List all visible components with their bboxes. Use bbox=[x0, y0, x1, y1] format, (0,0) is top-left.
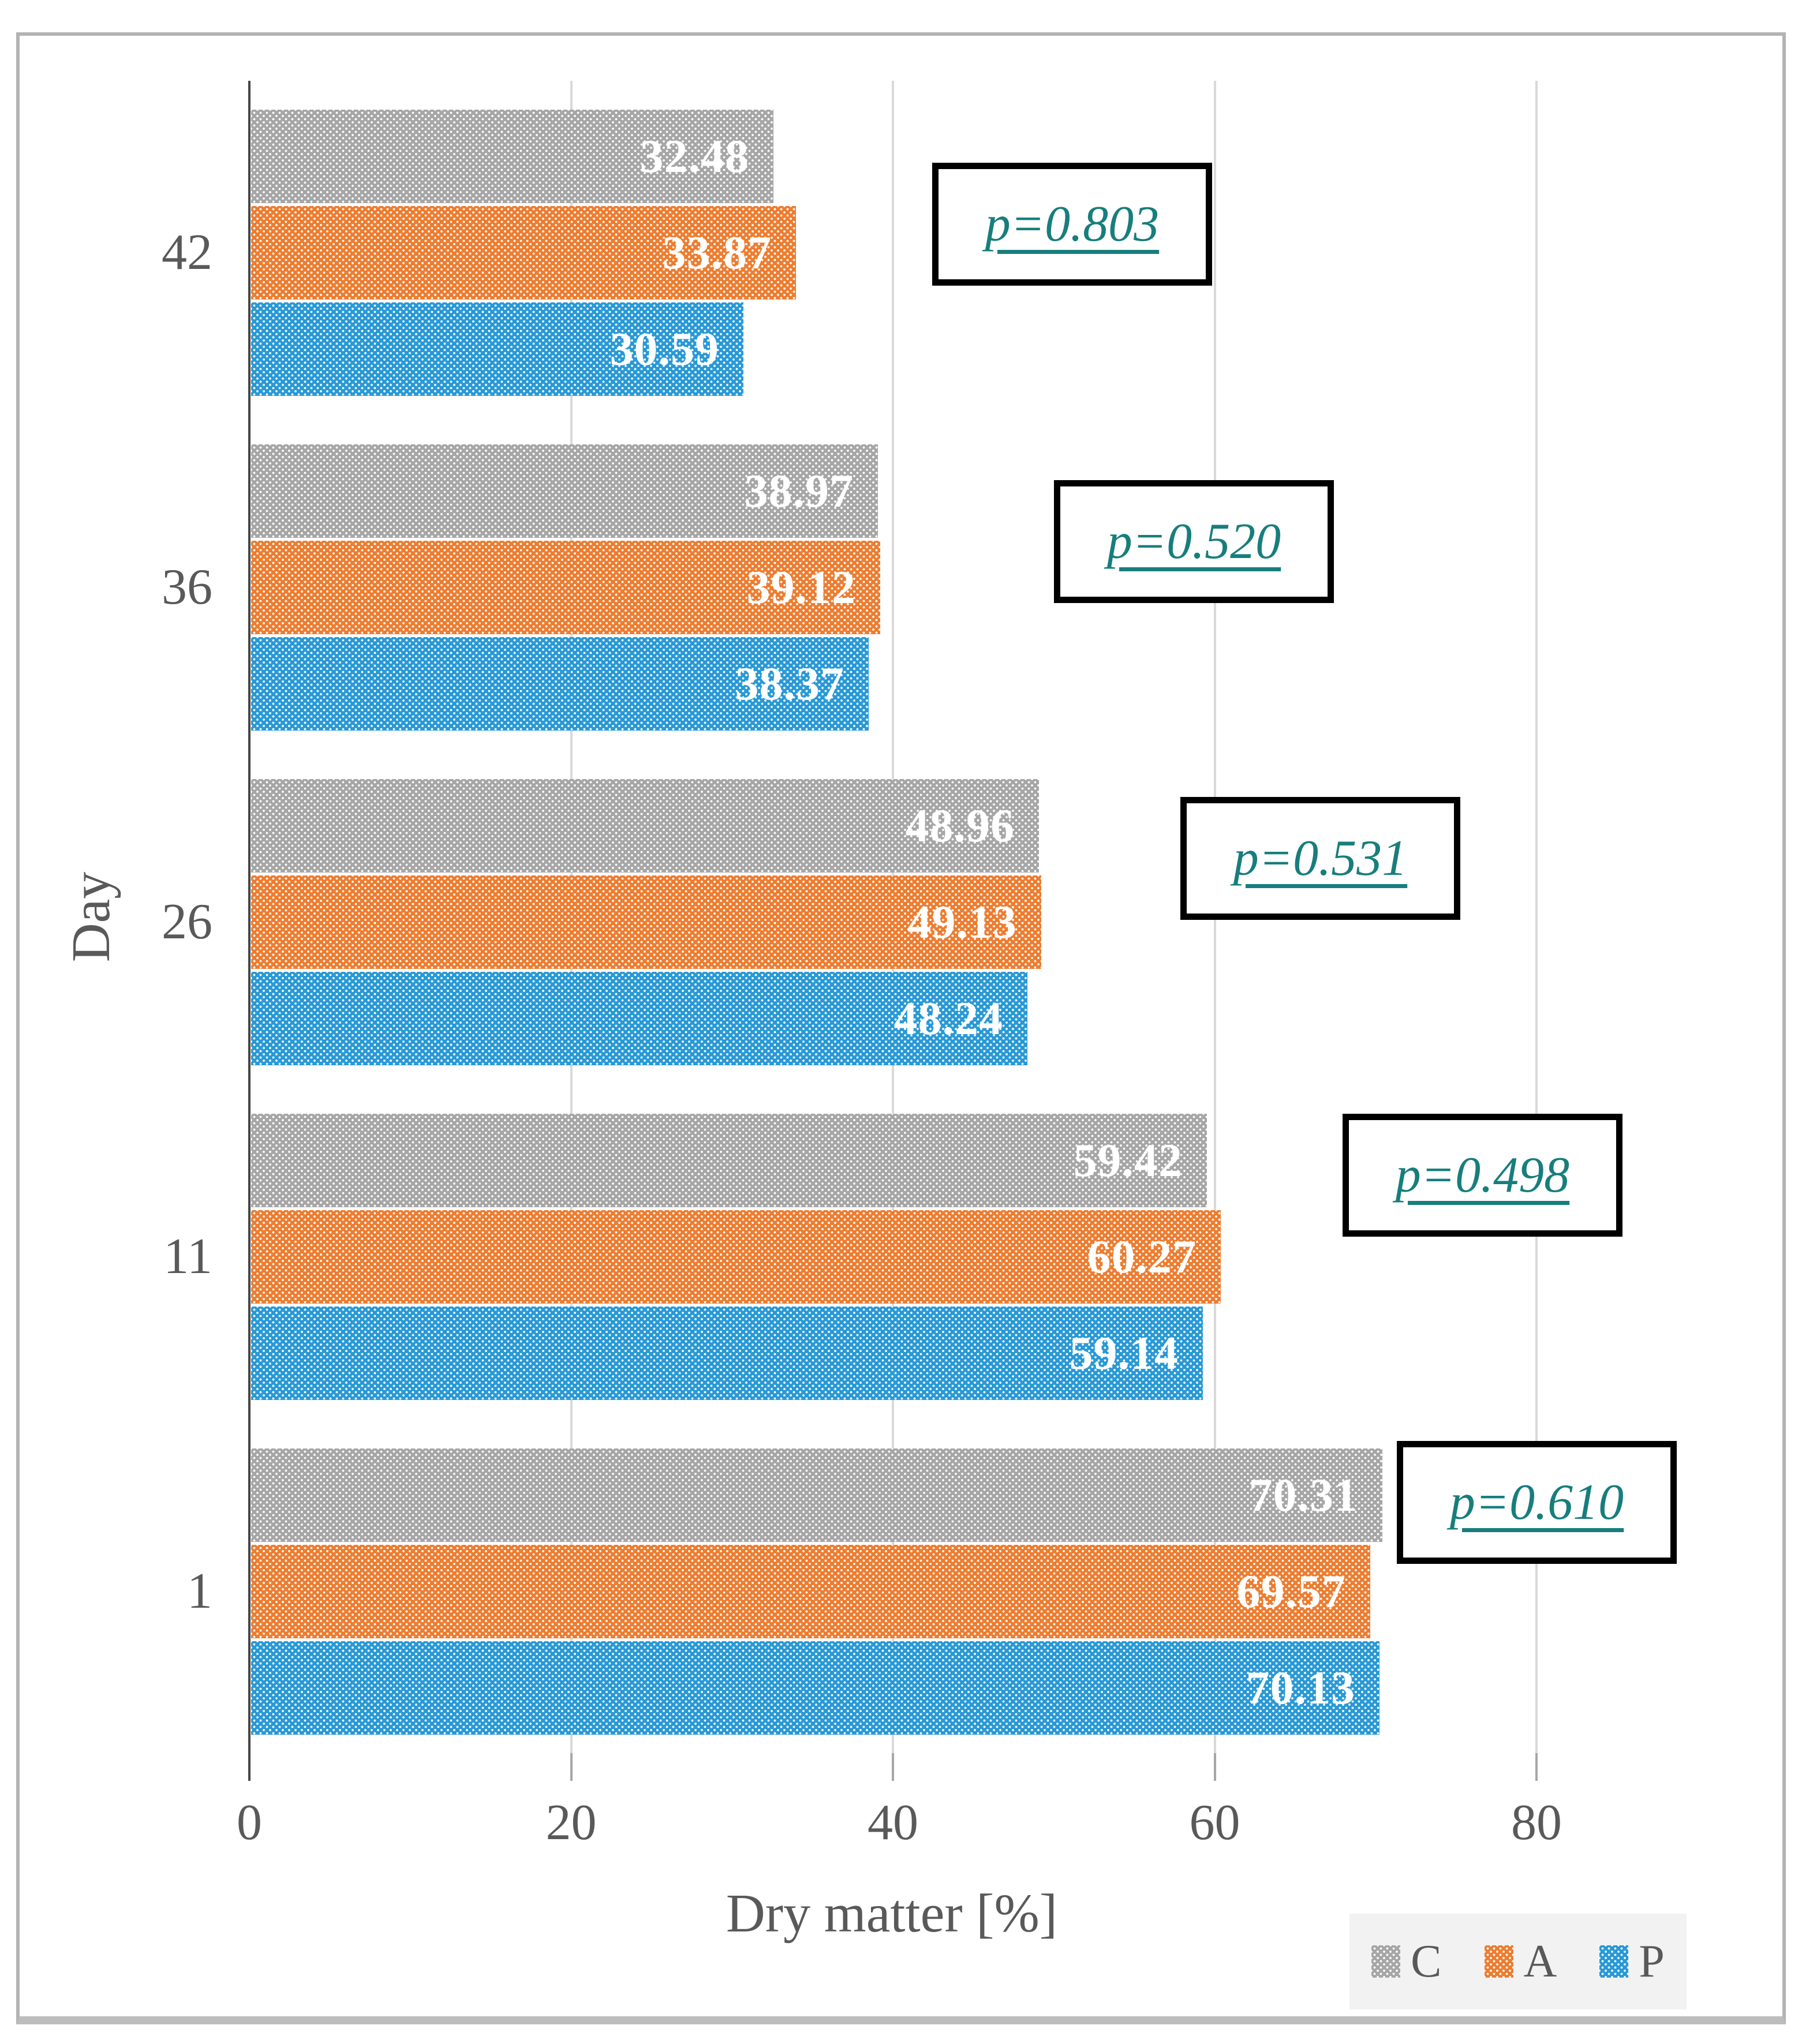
bar-C-day-26: 48.96 bbox=[251, 779, 1039, 873]
legend-swatch-A bbox=[1484, 1945, 1513, 1978]
bar-value-label-P-day-36: 38.37 bbox=[735, 657, 844, 710]
y-axis-line bbox=[248, 81, 251, 1781]
x-axis-tick-80 bbox=[1535, 1753, 1538, 1781]
legend-label-P: P bbox=[1639, 1936, 1665, 1987]
bar-C-day-42: 32.48 bbox=[251, 110, 773, 203]
p-value-box-day-36: p=0.520 bbox=[1054, 480, 1334, 603]
bar-value-label-A-day-1: 69.57 bbox=[1236, 1565, 1346, 1618]
bar-value-label-A-day-26: 49.13 bbox=[907, 896, 1017, 948]
bar-A-day-42: 33.87 bbox=[251, 206, 796, 300]
p-value-text-day-36: p=0.520 bbox=[1106, 514, 1281, 570]
legend-label-A: A bbox=[1523, 1936, 1557, 1987]
bar-value-label-C-day-42: 32.48 bbox=[640, 130, 749, 182]
x-axis-tick-label-0: 0 bbox=[237, 1795, 262, 1851]
bar-P-day-42: 30.59 bbox=[251, 302, 743, 396]
p-value-text-day-11: p=0.498 bbox=[1395, 1147, 1570, 1203]
x-axis-tick-label-20: 20 bbox=[545, 1795, 597, 1851]
x-axis-tick-20 bbox=[570, 1753, 573, 1781]
bar-value-label-P-day-26: 48.24 bbox=[893, 992, 1003, 1045]
bar-value-label-A-day-36: 39.12 bbox=[746, 561, 856, 613]
x-axis-tick-label-60: 60 bbox=[1189, 1795, 1240, 1851]
bar-value-label-P-day-11: 59.14 bbox=[1069, 1327, 1179, 1379]
p-value-box-day-1: p=0.610 bbox=[1397, 1441, 1677, 1564]
bar-P-day-11: 59.14 bbox=[251, 1306, 1203, 1400]
bar-A-day-11: 60.27 bbox=[251, 1210, 1221, 1304]
p-value-text-day-42: p=0.803 bbox=[985, 196, 1160, 252]
bar-value-label-P-day-42: 30.59 bbox=[610, 323, 719, 375]
y-category-label-11: 11 bbox=[163, 1229, 212, 1285]
y-category-label-36: 36 bbox=[162, 559, 212, 615]
legend-label-C: C bbox=[1411, 1936, 1442, 1987]
bar-A-day-1: 69.57 bbox=[251, 1545, 1370, 1638]
legend-swatch-C bbox=[1371, 1945, 1401, 1978]
legend-item-C: C bbox=[1371, 1936, 1442, 1987]
bar-P-day-36: 38.37 bbox=[251, 637, 869, 731]
gridline-x-80 bbox=[1535, 81, 1538, 1753]
bar-C-day-36: 38.97 bbox=[251, 444, 878, 538]
bar-value-label-C-day-26: 48.96 bbox=[905, 799, 1015, 852]
bar-A-day-36: 39.12 bbox=[251, 541, 880, 634]
p-value-box-day-26: p=0.531 bbox=[1180, 797, 1460, 920]
legend-item-P: P bbox=[1599, 1938, 1665, 1985]
x-axis-title: Dry matter [%] bbox=[726, 1884, 1058, 1944]
y-category-label-1: 1 bbox=[187, 1563, 212, 1619]
p-value-box-day-11: p=0.498 bbox=[1343, 1114, 1622, 1237]
bar-P-day-1: 70.13 bbox=[251, 1641, 1379, 1735]
bar-value-label-C-day-1: 70.31 bbox=[1248, 1469, 1358, 1521]
bar-value-label-A-day-42: 33.87 bbox=[662, 226, 772, 279]
bar-A-day-26: 49.13 bbox=[251, 875, 1041, 969]
x-axis-tick-40 bbox=[892, 1753, 894, 1781]
bar-C-day-11: 59.42 bbox=[251, 1114, 1207, 1207]
p-value-text-day-26: p=0.531 bbox=[1233, 830, 1408, 886]
p-value-box-day-42: p=0.803 bbox=[932, 163, 1212, 286]
bar-value-label-P-day-1: 70.13 bbox=[1246, 1661, 1355, 1714]
x-axis-tick-label-80: 80 bbox=[1511, 1795, 1562, 1851]
x-axis-tick-label-40: 40 bbox=[868, 1795, 918, 1851]
bar-value-label-C-day-11: 59.42 bbox=[1073, 1134, 1183, 1186]
bar-value-label-C-day-36: 38.97 bbox=[744, 465, 854, 517]
legend-swatch-P bbox=[1599, 1945, 1629, 1978]
bar-value-label-A-day-11: 60.27 bbox=[1087, 1230, 1197, 1283]
bar-C-day-1: 70.31 bbox=[251, 1448, 1382, 1542]
p-value-text-day-1: p=0.610 bbox=[1449, 1474, 1624, 1530]
y-category-label-42: 42 bbox=[162, 224, 212, 280]
x-axis-tick-60 bbox=[1213, 1753, 1216, 1781]
legend-item-A: A bbox=[1484, 1936, 1557, 1987]
y-axis-title: Day bbox=[61, 871, 121, 963]
bar-P-day-26: 48.24 bbox=[251, 972, 1027, 1065]
y-category-label-26: 26 bbox=[162, 894, 212, 950]
